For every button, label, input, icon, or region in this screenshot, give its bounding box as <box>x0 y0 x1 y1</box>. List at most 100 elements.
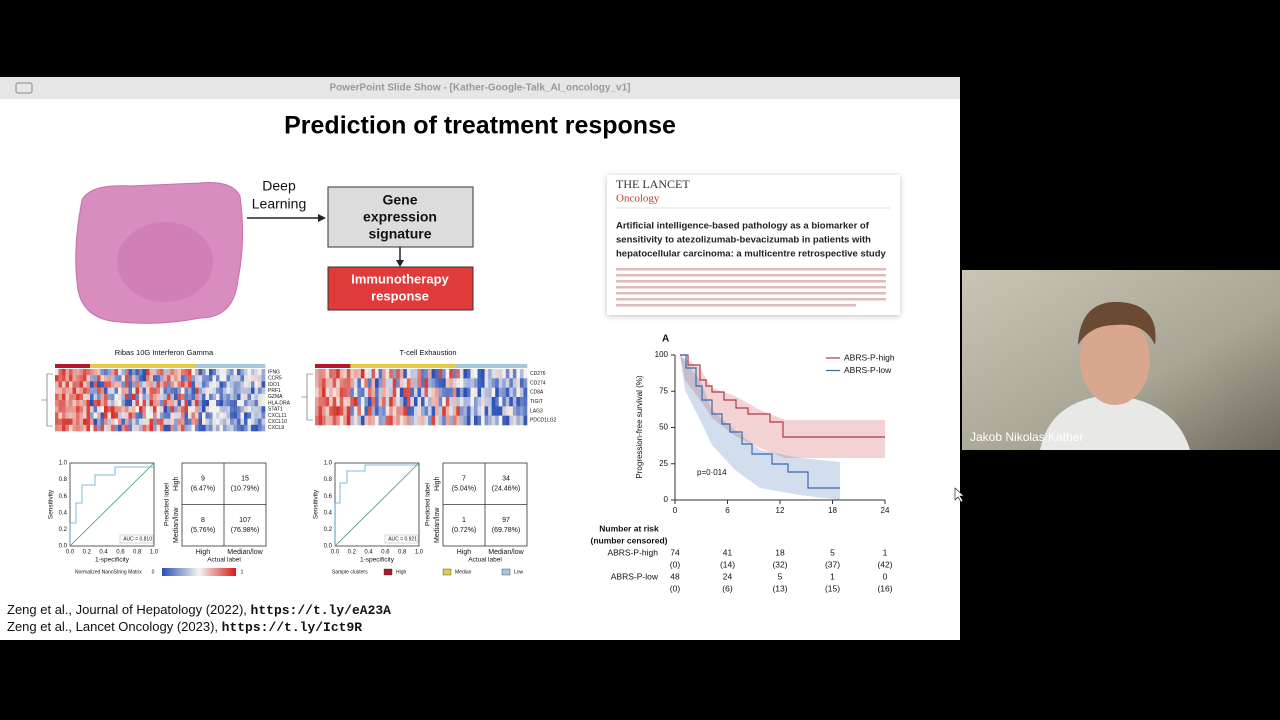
heatmap-cell <box>163 424 168 432</box>
heatmap-cell <box>318 387 323 398</box>
heatmap-cell <box>100 412 105 419</box>
step-label: Learning <box>252 196 307 212</box>
heatmap-cell <box>424 406 429 416</box>
heatmap-cell <box>163 369 168 376</box>
heatmap-cell <box>233 381 238 388</box>
heatmap-cell <box>128 412 133 419</box>
annotation-cell <box>191 364 196 368</box>
heatmap-cell <box>128 375 133 382</box>
heatmap-cell <box>111 400 115 407</box>
heatmap-cell <box>177 381 182 388</box>
heatmap-cell <box>163 400 168 407</box>
annotation-cell <box>198 364 203 368</box>
heatmap-cell <box>251 412 255 419</box>
annotation-cell <box>223 364 227 368</box>
annotation-cell <box>495 364 500 368</box>
annotation-cell <box>132 364 136 368</box>
heatmap-cell <box>65 381 70 388</box>
heatmap-cell <box>142 369 147 376</box>
citation-link[interactable]: https://t.ly/eA23A <box>251 603 392 618</box>
heatmap-cell <box>86 381 91 388</box>
annotation-cell <box>459 364 464 368</box>
heatmap-cell <box>421 378 425 388</box>
heatmap-cell <box>261 387 266 395</box>
citation-link[interactable]: https://t.ly/Ict9R <box>222 620 363 635</box>
y-tick-label: 0.4 <box>59 510 68 516</box>
risk-header: (number censored) <box>591 535 668 545</box>
matrix-cell: (69.78%) <box>492 527 520 534</box>
heatmap-cell <box>65 412 70 419</box>
heatmap-cell <box>212 418 217 426</box>
heatmap-cell <box>237 387 241 395</box>
heatmap-cell <box>135 418 140 426</box>
heatmap-cell <box>125 381 129 388</box>
heatmap-cell <box>254 406 259 413</box>
matrix-cell: 107 <box>239 517 251 524</box>
heatmap-cell <box>435 406 439 416</box>
legend-label: 0 <box>152 569 155 575</box>
heatmap-cell <box>198 424 203 432</box>
heatmap-cell <box>375 415 379 426</box>
heatmap-cell <box>132 369 136 376</box>
heatmap-cell <box>491 387 496 398</box>
annotation-cell <box>431 364 436 368</box>
heatmap-cell <box>170 369 175 376</box>
roc-frame <box>69 462 155 547</box>
heatmap-cell <box>135 424 140 432</box>
heatmap-cell <box>86 424 91 432</box>
heatmap-cell <box>495 406 500 416</box>
heatmap-cell <box>339 397 344 407</box>
heatmap-cell <box>261 375 266 382</box>
heatmap-cell <box>62 412 66 419</box>
heatmap-cell <box>424 397 429 407</box>
heatmap-cell <box>62 424 66 432</box>
heatmap-cell <box>118 406 122 413</box>
heatmap-cell <box>336 397 341 407</box>
heatmap-cell <box>470 369 475 379</box>
heatmap-cell <box>417 406 422 416</box>
annotation-cell <box>125 364 129 368</box>
heatmap-cell <box>55 400 59 407</box>
heatmap-cell <box>329 397 333 407</box>
heatmap-cell <box>181 375 185 382</box>
gene-label: CCR5 <box>268 376 282 382</box>
heatmap-cell <box>198 381 203 388</box>
heatmap-cell <box>100 400 105 407</box>
heatmap-cell <box>128 406 133 413</box>
window-icon[interactable] <box>15 82 33 94</box>
heatmap-cell <box>375 397 379 407</box>
heatmap-cell <box>93 381 98 388</box>
heatmap-cell <box>135 387 140 395</box>
heatmap-cell <box>463 406 468 416</box>
annotation-cell <box>247 364 252 368</box>
heatmap-cell <box>512 378 517 388</box>
heatmap-cell <box>523 397 528 407</box>
heatmap-cell <box>76 412 80 419</box>
heatmap-cell <box>177 406 182 413</box>
heatmap-cell <box>156 387 161 395</box>
annotation-cell <box>146 364 150 368</box>
heatmap-cell <box>254 393 259 401</box>
heatmap-cell <box>216 375 220 382</box>
heatmap-cell <box>233 387 238 395</box>
heatmap-cell <box>230 387 234 395</box>
heatmap-cell <box>181 412 185 419</box>
heatmap-cell <box>509 415 514 426</box>
annotation-cell <box>153 364 157 368</box>
citation: Zeng et al., Lancet Oncology (2023), htt… <box>7 619 362 635</box>
roc-curve <box>334 464 419 546</box>
heatmap-cell <box>261 400 266 407</box>
heatmap-cell <box>491 378 496 388</box>
heatmap-cell <box>181 369 185 376</box>
heatmap-cell <box>509 378 514 388</box>
heatmap-cell <box>86 369 91 376</box>
heatmap-cell <box>233 418 238 426</box>
heatmap-cell <box>146 400 150 407</box>
heatmap-cell <box>410 415 415 426</box>
heatmap-cell <box>167 381 171 388</box>
risk-censored: (32) <box>772 559 787 569</box>
x-axis-label: Actual label <box>207 557 241 564</box>
heatmap-cell <box>58 375 63 382</box>
heatmap-cell <box>65 424 70 432</box>
